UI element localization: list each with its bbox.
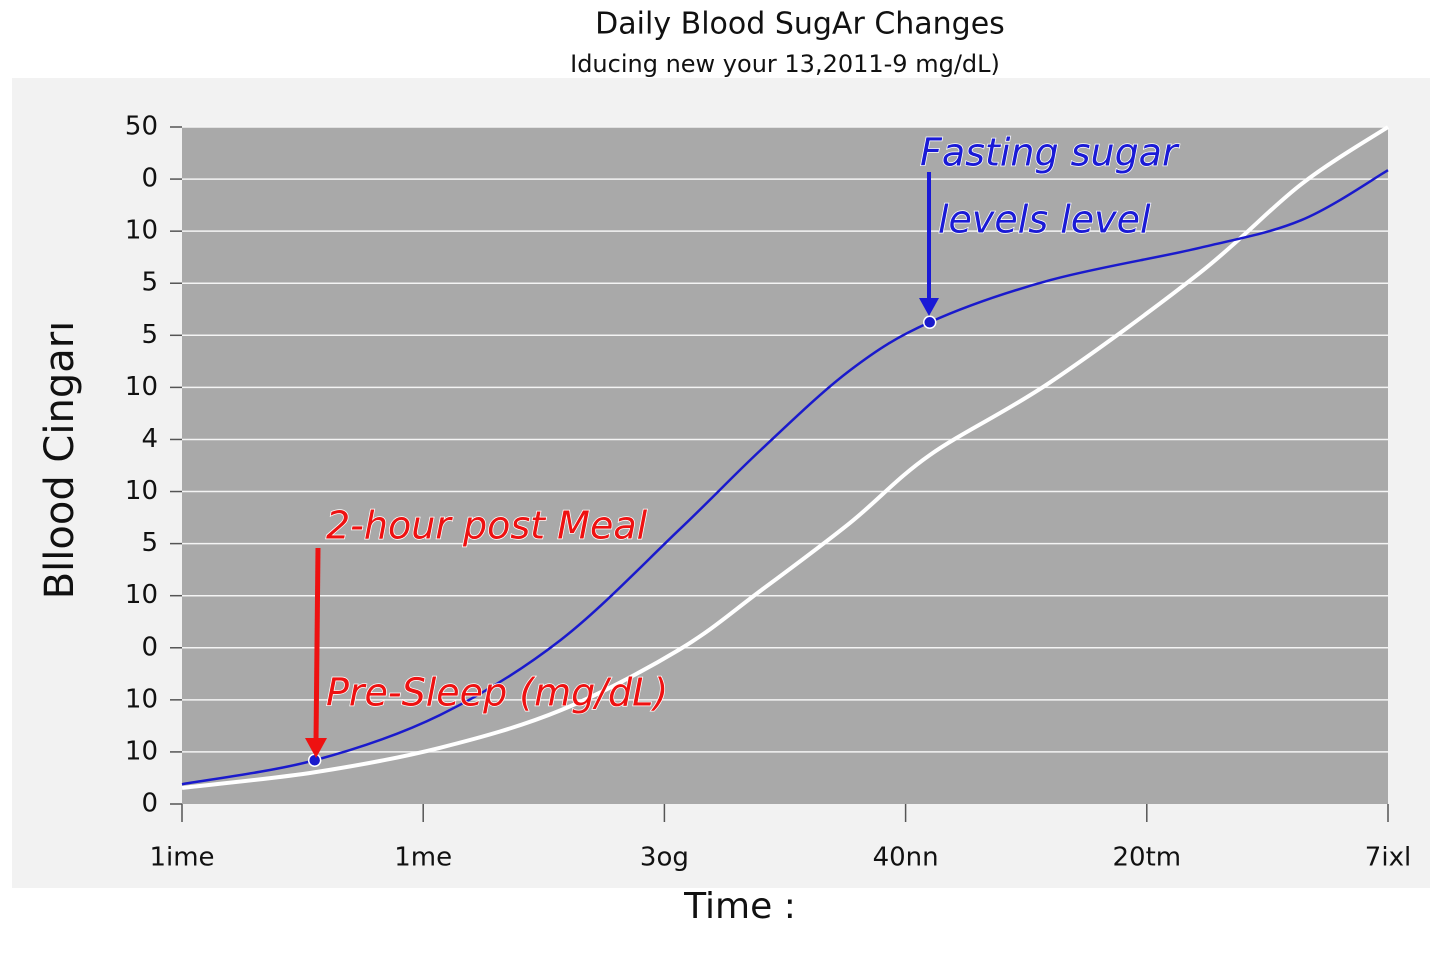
- y-tick-label: 5: [141, 528, 158, 558]
- arrow: [313, 547, 321, 743]
- grid: 0 10 10 0 10 5 10 4 10 5 5 10 0 50 1ime 1me 3og 40nn 20tm 7…: [125, 112, 1411, 873]
- y-tick-label: 10: [125, 476, 158, 506]
- series-line: [181, 125, 1390, 790]
- annotation: Fasting sugar: [920, 131, 1180, 175]
- y-tick-label: 5: [141, 268, 158, 298]
- y-tick-label: 0: [141, 789, 158, 819]
- x-tick-label: 7ixl: [1365, 843, 1411, 873]
- plot-area: [182, 127, 1388, 804]
- annotation: levels level: [938, 198, 1151, 242]
- y-tick-label: 5: [141, 320, 158, 350]
- y-tick-label: 10: [125, 372, 158, 402]
- point-marker: [922, 315, 937, 330]
- y-tick-label: 10: [125, 580, 158, 610]
- chart-title: Daily Blood SugAr Changes: [595, 7, 1005, 42]
- x-tick-label: 1me: [394, 843, 452, 873]
- x-tick-label: 40nn: [873, 843, 939, 873]
- chart-subtitle: Iducing new your 13,2011-9 mg/dL): [570, 50, 1000, 78]
- y-tick-label: 0: [141, 632, 158, 662]
- y-axis-label: Bllood Cingarı: [37, 321, 83, 600]
- y-tick-label: 10: [125, 684, 158, 714]
- point-marker: [307, 753, 322, 768]
- series-line: [181, 169, 1389, 786]
- x-axis-label: Time :: [683, 886, 796, 927]
- y-tick-label: 10: [125, 736, 158, 766]
- y-tick-label: 50: [125, 112, 158, 142]
- arrow-head: [919, 298, 939, 316]
- lines: [181, 125, 1390, 790]
- y-tick-label: 0: [141, 164, 158, 194]
- x-tick-label: 3og: [640, 843, 689, 873]
- arrow-head: [305, 738, 327, 758]
- y-tick-label: 10: [125, 216, 158, 246]
- annotations: Fasting sugar levels level 2-hour post M…: [305, 130, 1181, 758]
- annotation: 2-hour post Meal: [326, 504, 648, 548]
- y-tick-label: 4: [141, 424, 158, 454]
- x-tick-label: 1ime: [149, 843, 214, 873]
- annotation: Pre-Sleep (mg/dL): [326, 671, 668, 715]
- x-tick-label: 20tm: [1112, 843, 1181, 873]
